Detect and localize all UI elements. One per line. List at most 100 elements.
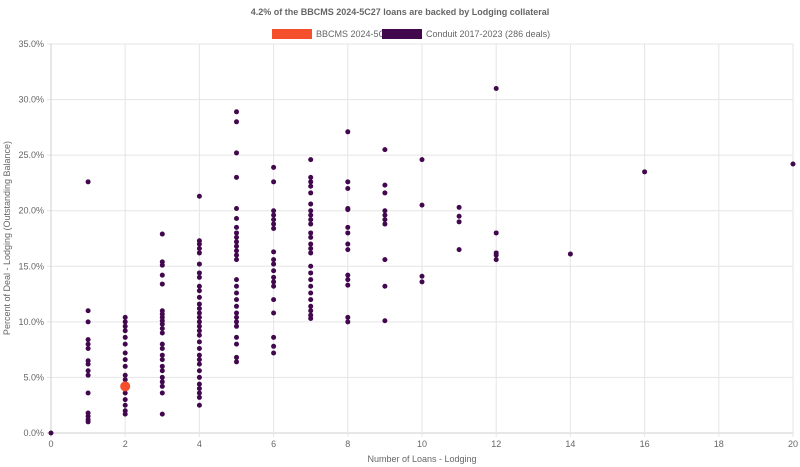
data-point-conduit[interactable] xyxy=(382,212,388,218)
data-point-conduit[interactable] xyxy=(234,205,239,211)
data-point-conduit[interactable] xyxy=(234,257,239,263)
data-point-conduit[interactable] xyxy=(308,221,314,227)
data-point-conduit[interactable] xyxy=(122,341,128,347)
data-point-conduit[interactable] xyxy=(196,261,202,267)
data-point-conduit[interactable] xyxy=(196,402,202,408)
data-point-conduit[interactable] xyxy=(271,274,277,280)
data-point-conduit[interactable] xyxy=(196,368,202,374)
data-point-conduit[interactable] xyxy=(642,169,648,175)
data-point-conduit[interactable] xyxy=(345,185,351,191)
data-point-conduit[interactable] xyxy=(122,334,128,340)
data-point-conduit[interactable] xyxy=(234,283,239,289)
data-point-conduit[interactable] xyxy=(308,277,314,283)
data-point-conduit[interactable] xyxy=(196,314,202,320)
data-point-conduit[interactable] xyxy=(159,411,165,417)
data-point-conduit[interactable] xyxy=(271,297,277,303)
data-point-conduit[interactable] xyxy=(382,208,388,214)
data-point-conduit[interactable] xyxy=(308,316,314,322)
data-point-conduit[interactable] xyxy=(122,372,128,378)
data-point-conduit[interactable] xyxy=(271,334,277,340)
data-point-conduit[interactable] xyxy=(234,109,239,115)
data-point-conduit[interactable] xyxy=(345,247,351,253)
data-point-conduit[interactable] xyxy=(196,310,202,316)
data-point-conduit[interactable] xyxy=(271,261,277,267)
data-point-conduit[interactable] xyxy=(308,246,314,252)
data-point-conduit[interactable] xyxy=(159,231,165,237)
data-point-conduit[interactable] xyxy=(85,372,91,378)
data-point-conduit[interactable] xyxy=(234,323,239,329)
data-point-conduit[interactable] xyxy=(234,277,239,283)
data-point-conduit[interactable] xyxy=(196,394,202,400)
data-point-conduit[interactable] xyxy=(308,212,314,218)
data-point-conduit[interactable] xyxy=(196,246,202,252)
data-point-conduit[interactable] xyxy=(85,390,91,396)
data-point-conduit[interactable] xyxy=(234,341,239,347)
data-point-conduit[interactable] xyxy=(159,368,165,374)
data-point-conduit[interactable] xyxy=(159,321,165,327)
data-point-conduit[interactable] xyxy=(308,270,314,276)
data-point-conduit[interactable] xyxy=(85,337,91,343)
data-point-conduit[interactable] xyxy=(234,248,239,254)
data-point-conduit[interactable] xyxy=(456,213,462,219)
data-point-conduit[interactable] xyxy=(234,354,239,360)
data-point-conduit[interactable] xyxy=(234,252,239,258)
data-point-conduit[interactable] xyxy=(159,326,165,332)
data-point-conduit[interactable] xyxy=(308,217,314,223)
data-point-conduit[interactable] xyxy=(85,419,91,425)
data-point-conduit[interactable] xyxy=(234,119,239,125)
data-point-conduit[interactable] xyxy=(196,381,202,387)
data-point-conduit[interactable] xyxy=(85,346,91,352)
data-point-conduit[interactable] xyxy=(234,334,239,340)
data-point-conduit[interactable] xyxy=(308,303,314,309)
data-point-conduit[interactable] xyxy=(196,270,202,276)
data-point-conduit[interactable] xyxy=(382,318,388,324)
data-point-conduit[interactable] xyxy=(308,190,314,196)
data-point-conduit[interactable] xyxy=(196,374,202,380)
data-point-conduit[interactable] xyxy=(382,221,388,227)
data-point-conduit[interactable] xyxy=(196,386,202,392)
data-point-conduit[interactable] xyxy=(271,279,277,285)
data-point-conduit[interactable] xyxy=(159,262,165,268)
data-point-conduit[interactable] xyxy=(159,379,165,385)
data-point-conduit[interactable] xyxy=(345,241,351,247)
data-point-conduit[interactable] xyxy=(271,208,277,214)
data-point-conduit[interactable] xyxy=(85,308,91,314)
data-point-conduit[interactable] xyxy=(234,290,239,296)
data-point-conduit[interactable] xyxy=(382,182,388,188)
data-point-conduit[interactable] xyxy=(196,328,202,334)
data-point-conduit[interactable] xyxy=(85,319,91,325)
data-point-conduit[interactable] xyxy=(308,263,314,269)
data-point-conduit[interactable] xyxy=(790,161,796,167)
data-point-conduit[interactable] xyxy=(493,230,499,236)
data-point-conduit[interactable] xyxy=(122,319,128,325)
data-point-conduit[interactable] xyxy=(234,314,239,320)
data-point-conduit[interactable] xyxy=(308,297,314,303)
data-point-conduit[interactable] xyxy=(159,341,165,347)
data-point-conduit[interactable] xyxy=(308,174,314,180)
data-point-conduit[interactable] xyxy=(456,204,462,210)
data-point-conduit[interactable] xyxy=(234,224,239,230)
data-point-conduit[interactable] xyxy=(271,350,277,356)
data-point-conduit[interactable] xyxy=(308,308,314,314)
data-point-conduit[interactable] xyxy=(196,306,202,312)
data-point-conduit[interactable] xyxy=(196,361,202,367)
data-point-conduit[interactable] xyxy=(308,208,314,214)
data-point-conduit[interactable] xyxy=(271,212,277,218)
data-point-conduit[interactable] xyxy=(308,179,314,185)
legend-item-conduit[interactable]: Conduit 2017-2023 (286 deals) xyxy=(382,29,550,39)
data-point-conduit[interactable] xyxy=(85,179,91,185)
data-point-conduit[interactable] xyxy=(234,234,239,240)
data-point-conduit[interactable] xyxy=(345,224,351,230)
data-point-conduit[interactable] xyxy=(234,319,239,325)
data-point-conduit[interactable] xyxy=(234,359,239,365)
data-point-conduit[interactable] xyxy=(159,281,165,287)
data-point-conduit[interactable] xyxy=(234,230,239,236)
data-point-conduit[interactable] xyxy=(196,283,202,289)
data-point-conduit[interactable] xyxy=(493,252,499,258)
data-point-conduit[interactable] xyxy=(196,323,202,329)
data-point-conduit[interactable] xyxy=(85,341,91,347)
data-point-conduit[interactable] xyxy=(196,301,202,307)
data-point-conduit[interactable] xyxy=(196,352,202,358)
data-point-conduit[interactable] xyxy=(159,390,165,396)
data-point-conduit[interactable] xyxy=(196,241,202,247)
